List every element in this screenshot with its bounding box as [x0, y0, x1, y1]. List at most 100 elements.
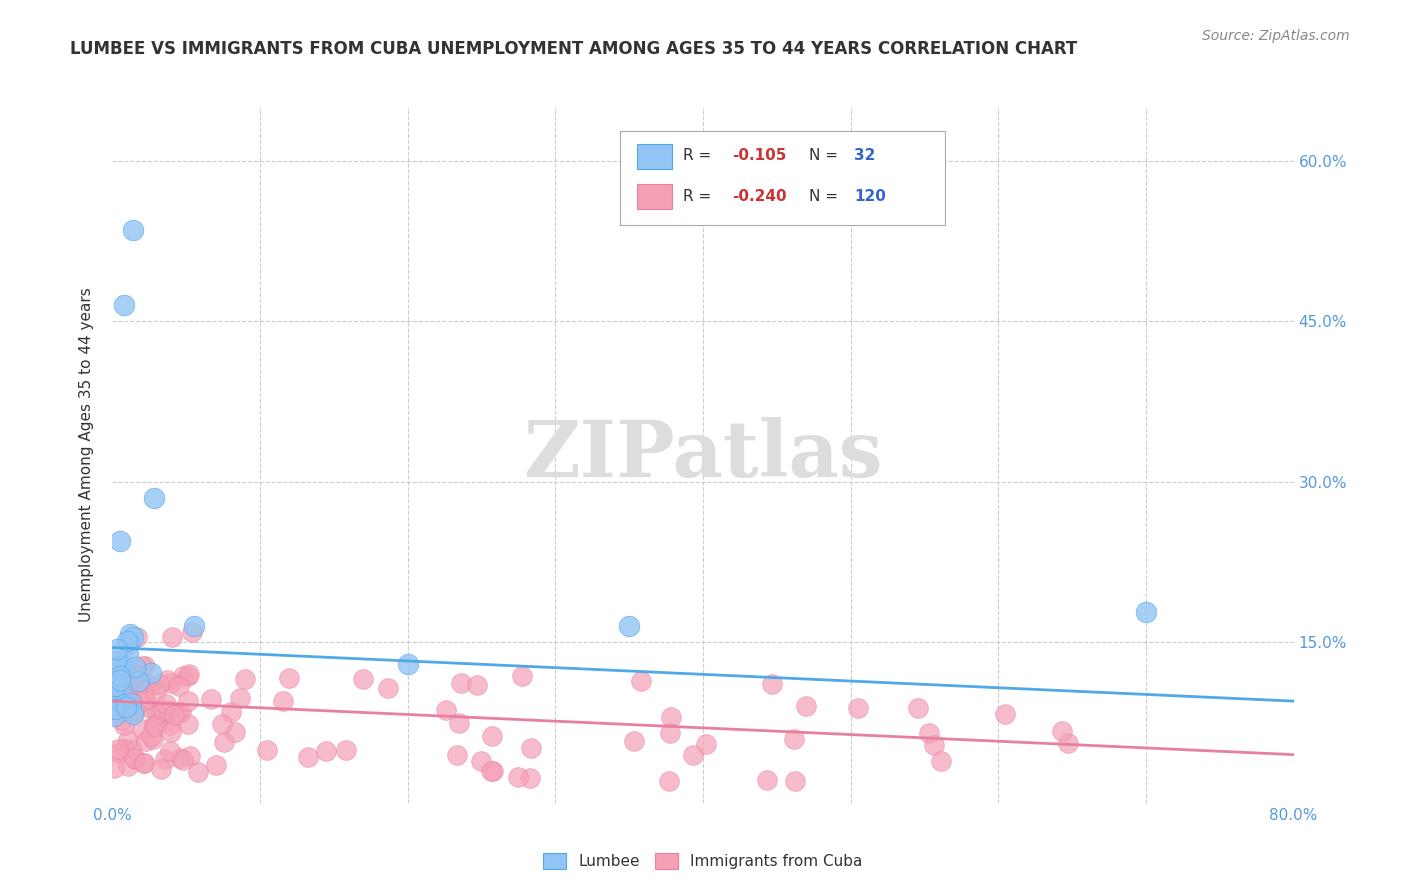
Point [623, 734, 645, 748]
Point [377, 681, 399, 696]
Point [160, 630, 183, 644]
Text: -0.105: -0.105 [733, 148, 787, 163]
Point [172, 753, 194, 767]
Text: N =: N = [810, 148, 844, 163]
Point [117, 634, 139, 648]
Point [104, 702, 127, 716]
Point [177, 694, 200, 708]
Point [127, 673, 149, 688]
Point [187, 765, 209, 780]
Point [278, 671, 301, 685]
Point [145, 684, 167, 698]
Point [155, 697, 177, 711]
Point [211, 716, 233, 731]
Point [142, 732, 165, 747]
Text: R =: R = [683, 148, 716, 163]
Y-axis label: Unemployment Among Ages 35 to 44 years: Unemployment Among Ages 35 to 44 years [79, 287, 94, 623]
Point [658, 726, 681, 740]
Point [124, 683, 146, 698]
Point [519, 741, 541, 756]
Point [658, 774, 681, 789]
Point [156, 673, 179, 688]
Point [157, 704, 180, 718]
Text: 120: 120 [855, 188, 886, 203]
Point [142, 717, 165, 731]
Point [450, 675, 472, 690]
Point [134, 659, 156, 673]
Point [335, 743, 357, 757]
Point [148, 677, 170, 691]
Point [135, 681, 157, 695]
Point [214, 735, 236, 749]
Point [176, 669, 198, 683]
Point [783, 774, 806, 789]
Text: 32: 32 [855, 148, 876, 163]
Point [134, 756, 156, 770]
Point [481, 729, 503, 743]
Point [122, 630, 145, 644]
Point [114, 665, 136, 679]
Point [200, 691, 222, 706]
Point [482, 764, 505, 778]
Point [141, 729, 163, 743]
Point [112, 298, 135, 312]
Point [271, 694, 294, 708]
Point [169, 705, 191, 719]
Text: LUMBEE VS IMMIGRANTS FROM CUBA UNEMPLOYMENT AMONG AGES 35 TO 44 YEARS CORRELATIO: LUMBEE VS IMMIGRANTS FROM CUBA UNEMPLOYM… [70, 40, 1077, 58]
Point [157, 705, 180, 719]
Point [396, 657, 419, 671]
Point [117, 648, 139, 663]
Point [121, 742, 143, 756]
Text: R =: R = [683, 188, 716, 203]
Point [108, 673, 131, 687]
Point [918, 726, 941, 740]
Point [177, 717, 200, 731]
Point [756, 772, 779, 787]
Point [434, 703, 457, 717]
Point [796, 698, 818, 713]
Point [141, 678, 163, 692]
Point [159, 744, 181, 758]
Point [111, 714, 134, 728]
FancyBboxPatch shape [620, 131, 945, 226]
Point [134, 756, 156, 770]
Point [907, 700, 929, 714]
Point [105, 654, 128, 668]
Point [112, 742, 135, 756]
Point [124, 660, 146, 674]
Point [127, 630, 149, 644]
Text: N =: N = [810, 188, 844, 203]
Point [297, 750, 319, 764]
Point [315, 744, 337, 758]
Point [166, 706, 188, 720]
Point [1057, 736, 1080, 750]
Point [994, 707, 1017, 722]
Point [446, 747, 468, 762]
Point [146, 706, 169, 721]
Point [177, 666, 200, 681]
Point [118, 637, 141, 651]
Point [1050, 724, 1073, 739]
Point [108, 533, 131, 548]
Point [929, 754, 952, 768]
Point [105, 671, 128, 685]
Point [104, 685, 127, 699]
Point [510, 669, 533, 683]
Point [761, 677, 783, 691]
Point [124, 704, 146, 718]
Point [352, 672, 374, 686]
Point [142, 491, 165, 505]
Point [117, 759, 139, 773]
Point [205, 758, 228, 772]
Point [105, 694, 128, 708]
Point [846, 701, 869, 715]
Point [120, 696, 142, 710]
Point [172, 669, 194, 683]
Point [143, 719, 166, 733]
Point [180, 624, 202, 639]
Text: -0.240: -0.240 [733, 188, 787, 203]
Point [128, 685, 150, 699]
Point [146, 716, 169, 731]
Point [183, 619, 205, 633]
Point [135, 734, 157, 748]
